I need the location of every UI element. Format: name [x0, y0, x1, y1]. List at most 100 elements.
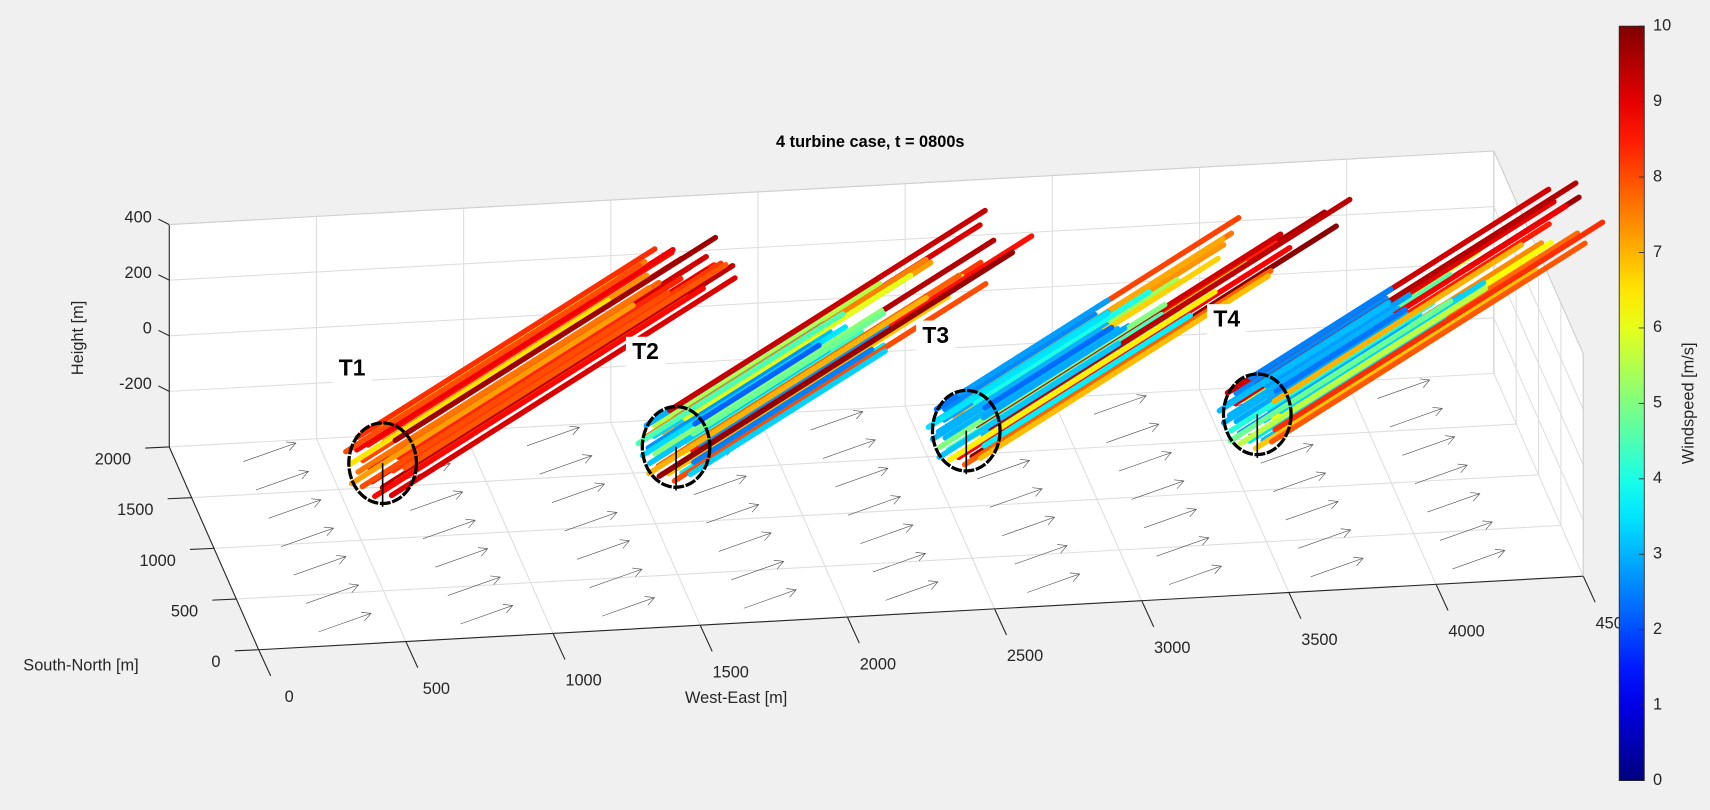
tick-mark — [158, 218, 170, 226]
wind-arrow-head — [311, 498, 322, 508]
wind-arrow-head — [736, 474, 747, 485]
streamline — [1226, 305, 1401, 419]
wind-arrow — [1427, 493, 1480, 513]
streamline — [354, 246, 676, 453]
turbine-rotor — [930, 388, 1002, 473]
streamline — [925, 311, 1110, 430]
wind-arrow — [422, 519, 476, 540]
wind-arrow-head — [569, 425, 580, 436]
wind-arrow — [860, 524, 913, 544]
grid-line — [169, 206, 1494, 281]
wind-arrow-head — [1198, 536, 1210, 546]
tick-mark — [189, 547, 215, 550]
turbine-label-bg — [332, 353, 372, 384]
wind-arrow — [435, 548, 488, 568]
wind-arrow-head — [632, 567, 643, 578]
tick-mark — [212, 598, 237, 601]
colorbar-tick-label: 0 — [1653, 771, 1662, 789]
wind-arrow-head — [502, 604, 514, 614]
wind-arrow-head — [1315, 471, 1327, 481]
streamline — [372, 285, 706, 500]
axes-panels — [145, 150, 1596, 677]
streamline — [671, 281, 989, 484]
turbine-wake — [1216, 180, 1606, 452]
streamline — [691, 346, 875, 465]
wind-arrow-head — [903, 523, 914, 533]
turbine-label-bg — [916, 320, 956, 352]
streamline — [1252, 268, 1539, 452]
tick-mark — [994, 608, 1008, 636]
turbine-label: T1 — [339, 354, 366, 380]
wind-arrow-head — [1432, 406, 1443, 417]
colorbar-tick-label: 6 — [1653, 318, 1662, 336]
streamline — [379, 263, 736, 491]
wind-arrow — [1002, 516, 1055, 537]
wind-arrow-head — [1211, 564, 1222, 574]
x-tick-label: 500 — [423, 680, 450, 698]
wind-arrow — [1260, 444, 1314, 464]
y-tick-label: 500 — [171, 602, 198, 620]
streamline — [395, 275, 684, 460]
wind-arrow-head — [452, 490, 464, 500]
turbine-rotor — [1221, 372, 1293, 457]
wind-arrow — [601, 597, 655, 617]
streamline — [635, 311, 846, 447]
streamline — [1246, 315, 1447, 444]
wind-arrow — [1143, 509, 1197, 529]
streamline — [388, 275, 738, 499]
wind-arrow-head — [286, 441, 297, 451]
streamline — [392, 234, 719, 444]
wind-arrow-head — [915, 552, 927, 562]
streamline — [652, 307, 885, 457]
x-tick-label: 1500 — [713, 663, 749, 681]
wind-arrow — [885, 581, 938, 601]
wind-arrow-head — [644, 596, 656, 606]
colorbar-tick-label: 10 — [1653, 16, 1671, 34]
wind-arrow-head — [852, 410, 864, 420]
tick-mark — [158, 385, 170, 392]
wind-arrow — [1027, 573, 1080, 593]
wind-arrow-head — [761, 531, 772, 541]
z-axis-label: Height [m] — [69, 301, 87, 375]
wind-arrow — [822, 439, 876, 459]
wind-arrow-head — [1457, 463, 1468, 474]
wind-arrow — [1093, 395, 1147, 415]
streamline — [692, 342, 822, 427]
annotations: 0 500 1000 1500 2000 2500 3000 3500 4000 45000500… — [95, 16, 1671, 788]
streamline — [1273, 306, 1409, 394]
y-tick-label: 2000 — [95, 450, 131, 468]
wind-arrow — [268, 499, 322, 519]
streamline — [645, 343, 812, 451]
streamline — [1268, 240, 1588, 445]
wind-arrow-head — [348, 583, 360, 593]
streamline — [946, 289, 1218, 463]
wind-arrow-head — [1494, 548, 1506, 559]
tick-mark — [1141, 600, 1155, 628]
wind-arrow-head — [361, 611, 372, 622]
streamline — [646, 295, 929, 477]
colorbar-tick-label: 2 — [1653, 620, 1662, 638]
wind-arrow — [460, 605, 513, 625]
wind-arrow-head — [477, 547, 489, 557]
x-tick-label: 3000 — [1154, 639, 1190, 657]
wind-arrow — [1439, 521, 1493, 541]
wind-arrow-head — [619, 539, 631, 549]
streamline — [355, 285, 652, 475]
wind-arrow — [1106, 423, 1159, 443]
streamline — [981, 312, 1193, 449]
wind-arrow-head — [607, 511, 618, 521]
wind-arrow-head — [1044, 515, 1056, 526]
wind-arrow — [718, 532, 772, 552]
colorbar-label: Windspeed [m/s] — [1679, 343, 1697, 465]
tick-mark — [552, 633, 566, 660]
streamline — [390, 260, 724, 474]
streamline — [961, 268, 1274, 468]
x-tick-label: 1000 — [565, 672, 601, 690]
x-tick-label: 2000 — [860, 655, 896, 673]
streamline — [936, 340, 1122, 460]
wind-arrow — [977, 460, 1030, 480]
tick-mark — [405, 641, 419, 668]
tick-mark — [167, 497, 192, 500]
wind-arrow-head — [1419, 378, 1431, 388]
tick-mark — [846, 616, 860, 644]
